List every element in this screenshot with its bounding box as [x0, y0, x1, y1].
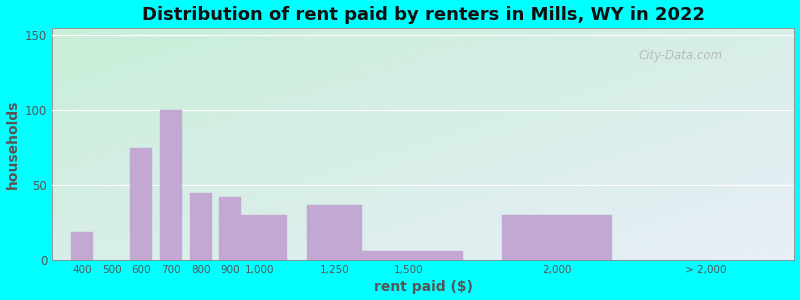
Bar [190, 193, 211, 260]
Bar [502, 215, 611, 260]
Text: City-Data.com: City-Data.com [638, 49, 722, 62]
Bar [130, 148, 152, 260]
Bar [354, 251, 463, 260]
Title: Distribution of rent paid by renters in Mills, WY in 2022: Distribution of rent paid by renters in … [142, 6, 705, 24]
X-axis label: rent paid ($): rent paid ($) [374, 280, 473, 294]
Bar [307, 205, 362, 260]
Bar [233, 215, 287, 260]
Bar [160, 110, 182, 260]
Bar [219, 197, 242, 260]
Y-axis label: households: households [6, 99, 19, 189]
Bar [71, 232, 93, 260]
